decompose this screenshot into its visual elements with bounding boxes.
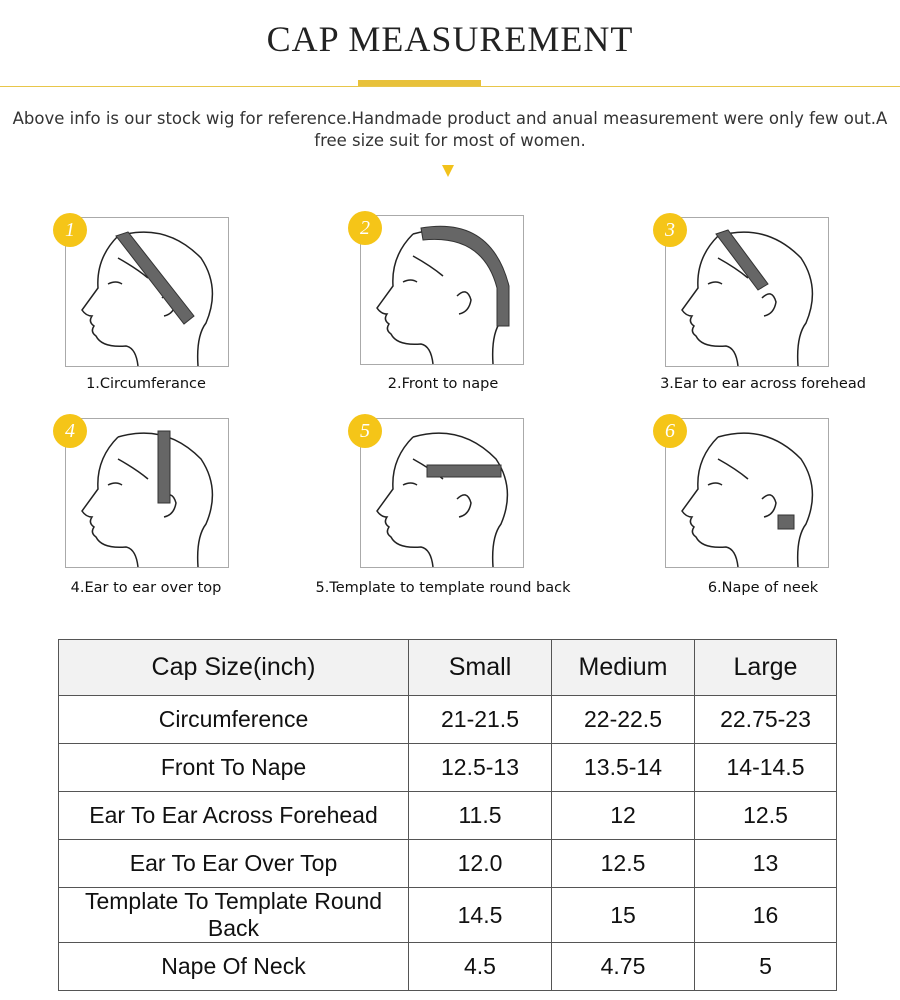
table-header-row: Cap Size(inch) Small Medium Large [58, 639, 837, 696]
step-number-badge: 6 [653, 414, 687, 448]
step-label: 5.Template to template round back [315, 580, 571, 596]
table-row: Ear To Ear Across Forehead 11.5 12 12.5 [58, 791, 837, 840]
step-number-badge: 5 [348, 414, 382, 448]
table-row: Front To Nape 12.5-13 13.5-14 14-14.5 [58, 743, 837, 792]
header-cell: Small [408, 639, 552, 696]
size-value-cell: 14-14.5 [694, 743, 837, 792]
header-cell: Cap Size(inch) [58, 639, 409, 696]
head-illustration [665, 418, 829, 568]
header-cell: Medium [551, 639, 695, 696]
size-value-cell: 5 [694, 942, 837, 991]
step-label: 2.Front to nape [387, 376, 499, 392]
size-value-cell: 12 [551, 791, 695, 840]
size-value-cell: 22.75-23 [694, 695, 837, 744]
step-label: 3.Ear to ear across forehead [660, 376, 866, 392]
head-profile-icon [376, 225, 510, 364]
head-profile-icon [681, 432, 814, 567]
size-value-cell: 15 [551, 887, 695, 943]
table-row: Circumference 21-21.5 22-22.5 22.75-23 [58, 695, 837, 744]
step-label: 4.Ear to ear over top [70, 580, 222, 596]
size-value-cell: 12.5 [551, 839, 695, 888]
size-value-cell: 4.75 [551, 942, 695, 991]
table-row: Template To Template Round Back 14.5 15 16 [58, 887, 837, 943]
step-label: 1.Circumferance [86, 376, 206, 392]
size-value-cell: 13.5-14 [551, 743, 695, 792]
size-value-cell: 13 [694, 839, 837, 888]
head-illustration [360, 215, 524, 365]
page-title: CAP MEASUREMENT [266, 19, 634, 59]
intro-text: Above info is our stock wig for referenc… [12, 109, 888, 150]
size-value-cell: 16 [694, 887, 837, 943]
measurement-name-cell: Ear To Ear Over Top [58, 839, 409, 888]
head-profile-icon [681, 229, 814, 366]
header-cell: Large [694, 639, 837, 696]
divider [0, 86, 900, 87]
head-illustration [65, 418, 229, 568]
step-number-badge: 2 [348, 211, 382, 245]
head-illustration [665, 217, 829, 367]
size-value-cell: 11.5 [408, 791, 552, 840]
size-value-cell: 12.5 [694, 791, 837, 840]
measurement-name-cell: Nape Of Neck [58, 942, 409, 991]
size-value-cell: 4.5 [408, 942, 552, 991]
head-profile-icon [81, 430, 214, 567]
size-table: Cap Size(inch) Small Medium Large Circum… [58, 639, 837, 991]
table-row: Nape Of Neck 4.5 4.75 5 [58, 942, 837, 991]
measurement-name-cell: Front To Nape [58, 743, 409, 792]
head-illustration [65, 217, 229, 367]
step-number-badge: 4 [53, 414, 87, 448]
table-row: Ear To Ear Over Top 12.0 12.5 13 [58, 839, 837, 888]
measurement-name-cell: Circumference [58, 695, 409, 744]
measurement-name-cell: Template To Template Round Back [58, 887, 409, 943]
size-value-cell: 21-21.5 [408, 695, 552, 744]
step-label: 6.Nape of neek [707, 580, 819, 596]
size-value-cell: 12.5-13 [408, 743, 552, 792]
step-number-badge: 3 [653, 213, 687, 247]
divider-accent [358, 80, 481, 86]
size-value-cell: 14.5 [408, 887, 552, 943]
size-value-cell: 22-22.5 [551, 695, 695, 744]
head-profile-icon [376, 432, 509, 567]
head-profile-icon [81, 231, 214, 366]
measurement-name-cell: Ear To Ear Across Forehead [58, 791, 409, 840]
head-illustration [360, 418, 524, 568]
size-value-cell: 12.0 [408, 839, 552, 888]
down-arrow-icon [442, 165, 454, 177]
step-number-badge: 1 [53, 213, 87, 247]
